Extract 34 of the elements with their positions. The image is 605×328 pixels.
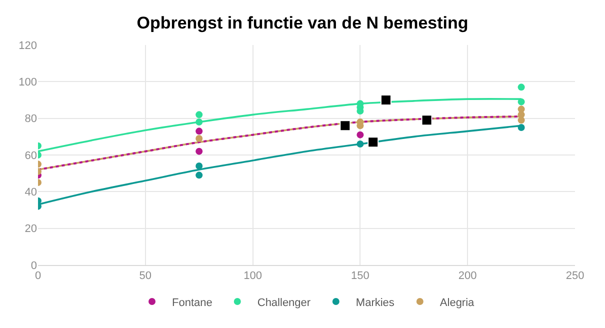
y-tick-label: 120	[18, 40, 37, 52]
point	[518, 98, 525, 106]
x-tick-label: 200	[458, 270, 477, 282]
y-tick-label: 100	[18, 76, 37, 89]
point	[196, 148, 203, 155]
chart-title: Opbrengst in functie van de N bemesting	[136, 13, 468, 32]
x-tick-label: 50	[139, 270, 152, 282]
point	[196, 128, 203, 135]
y-tick-label: 0	[30, 260, 37, 272]
point	[380, 94, 392, 106]
point	[421, 114, 432, 126]
y-tick-label: 40	[24, 186, 37, 199]
y-tick-label: 80	[24, 113, 37, 126]
legend-label: Fontane	[172, 296, 212, 309]
x-tick-label: 150	[351, 270, 370, 282]
legend-label: Markies	[356, 296, 395, 309]
point	[196, 118, 203, 126]
point	[340, 120, 351, 132]
point	[368, 136, 379, 148]
point	[518, 124, 525, 131]
legend-label: Challenger	[257, 296, 311, 309]
point	[518, 116, 525, 124]
point	[196, 162, 203, 170]
point	[196, 172, 203, 179]
y-tick-label: 20	[24, 223, 37, 236]
point	[356, 140, 364, 148]
x-tick-label: 250	[566, 270, 584, 282]
point	[356, 131, 364, 138]
x-tick-label: 100	[244, 270, 262, 282]
y-tick-label: 60	[24, 150, 37, 162]
legend-label: Alegria	[440, 296, 476, 309]
point	[196, 135, 203, 142]
point	[518, 84, 525, 91]
point	[196, 111, 203, 118]
